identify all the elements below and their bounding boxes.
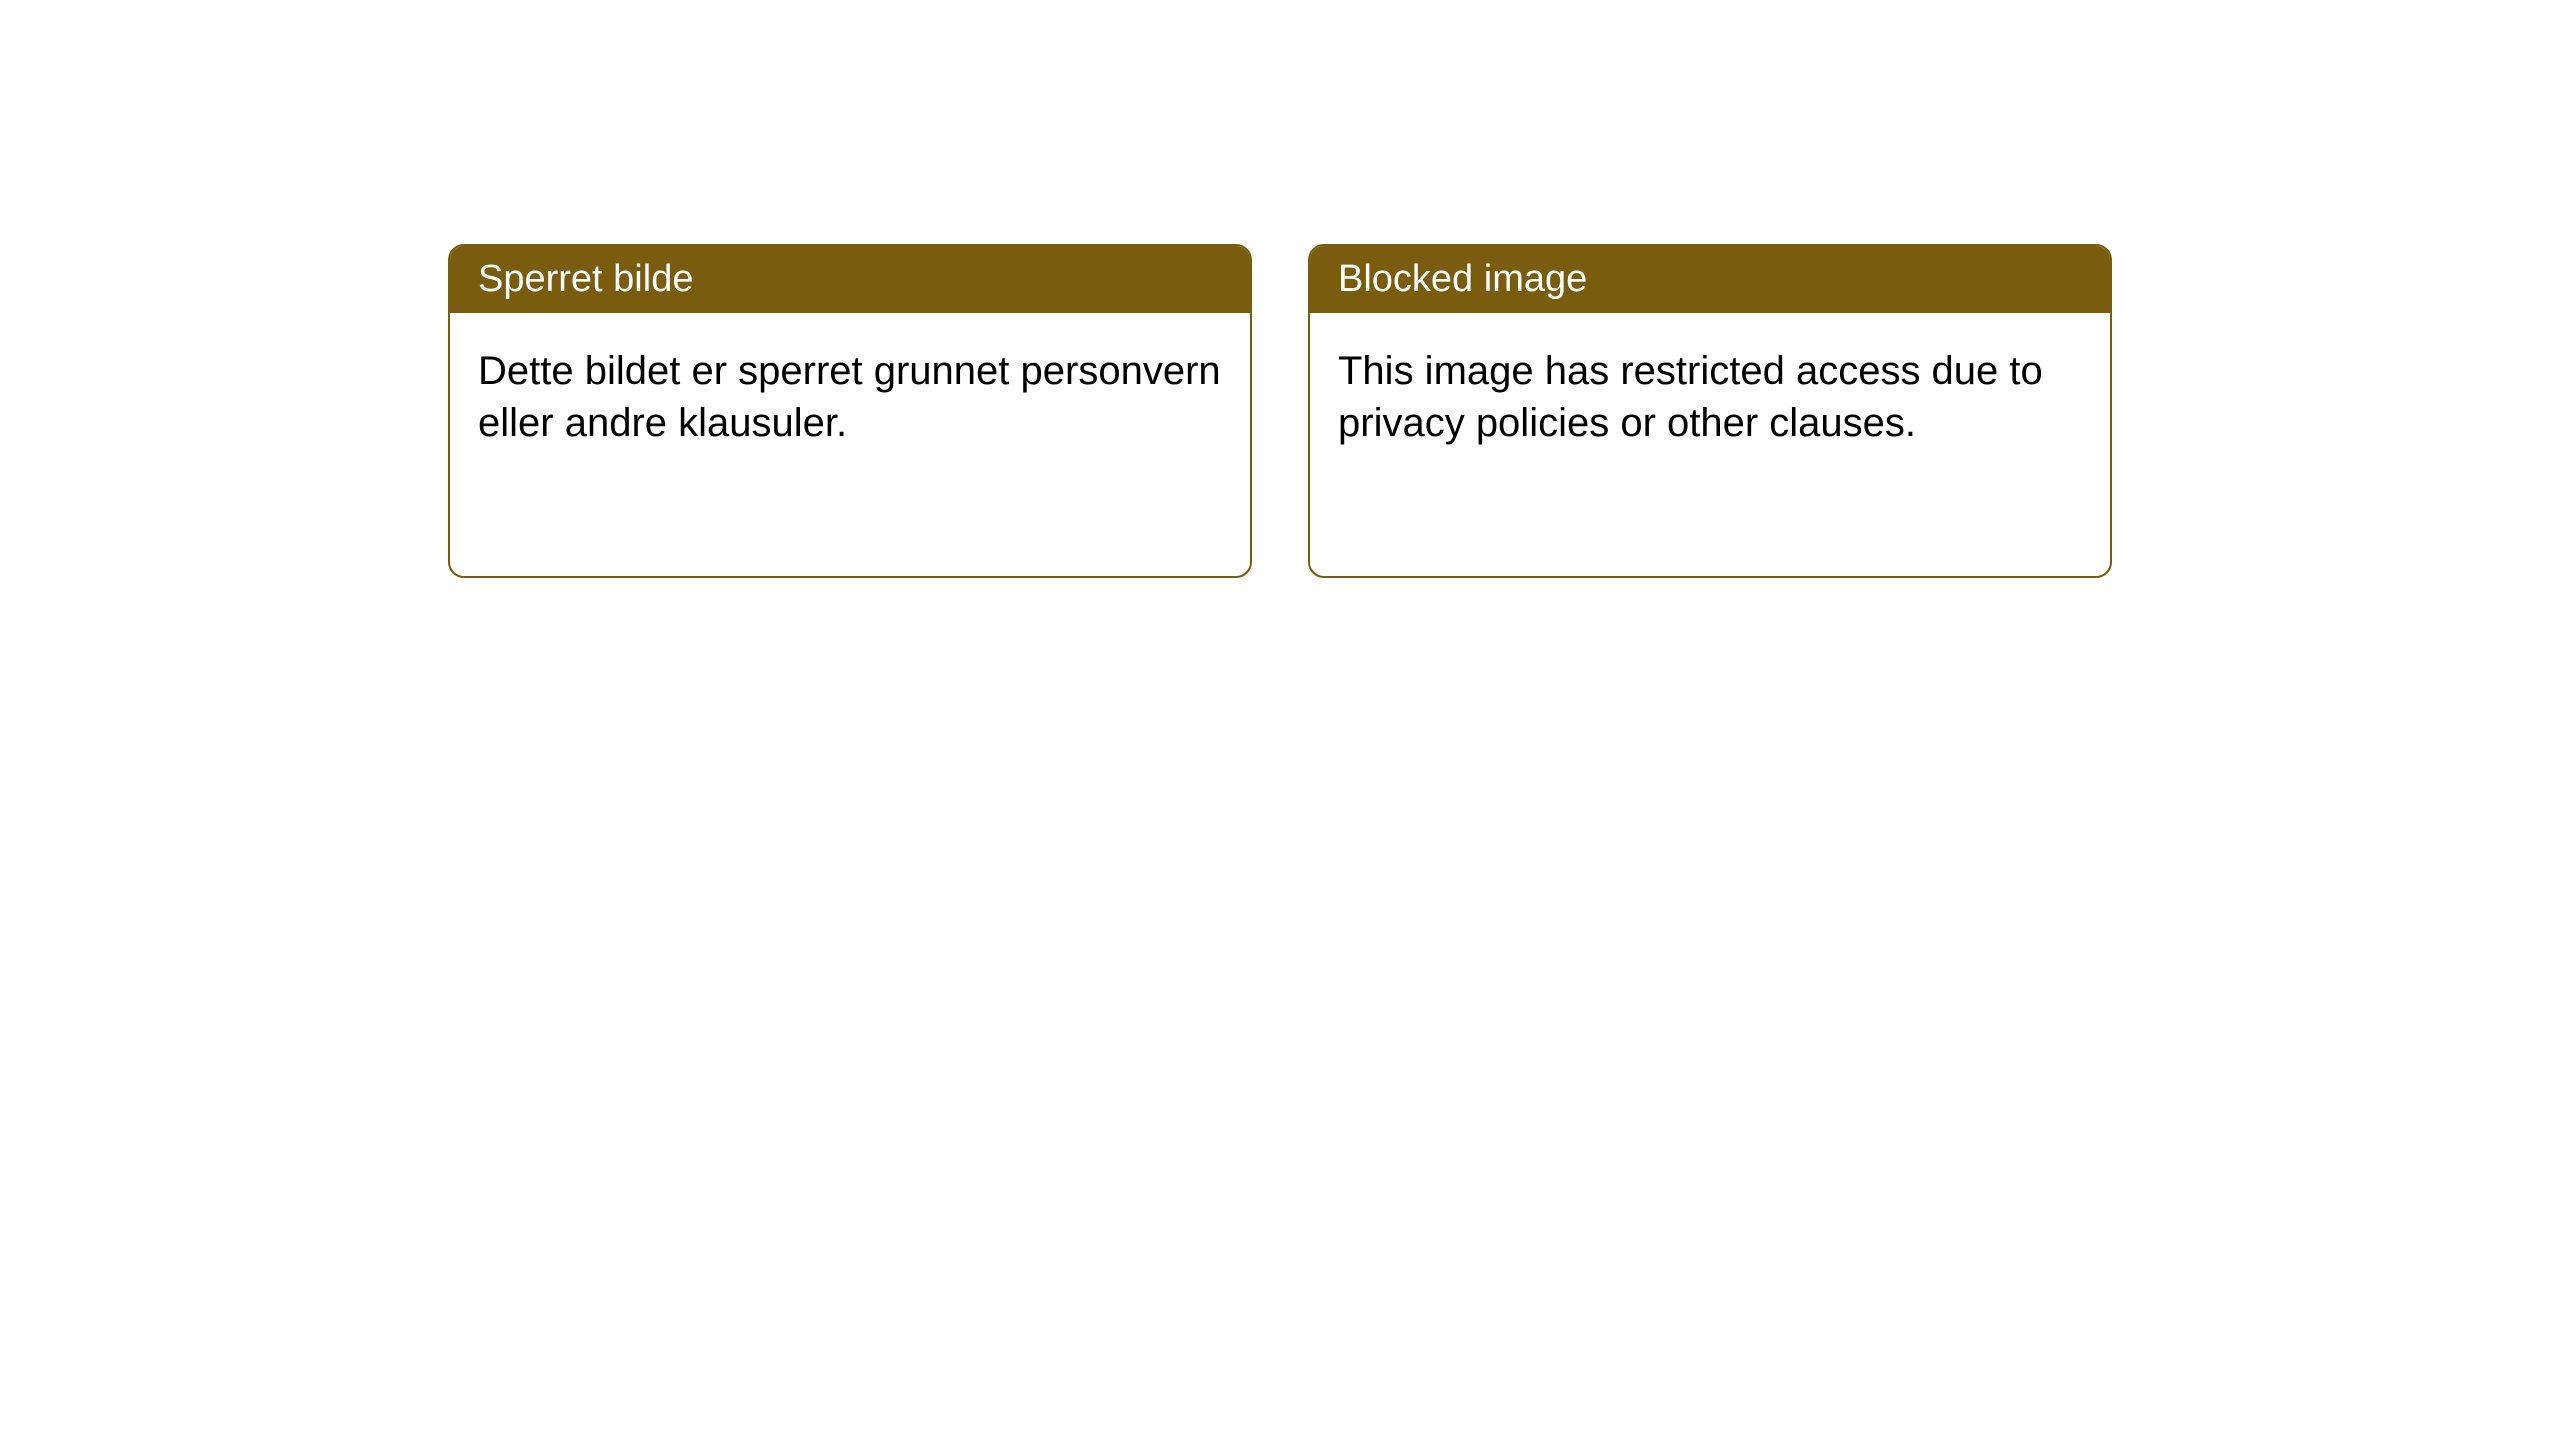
card-body: Dette bildet er sperret grunnet personve… <box>450 313 1250 481</box>
notice-card-english: Blocked image This image has restricted … <box>1308 244 2112 578</box>
card-title: Sperret bilde <box>478 258 693 300</box>
notice-card-norwegian: Sperret bilde Dette bildet er sperret gr… <box>448 244 1252 578</box>
card-body: This image has restricted access due to … <box>1310 313 2110 481</box>
card-body-text: Dette bildet er sperret grunnet personve… <box>478 349 1221 445</box>
card-header: Sperret bilde <box>450 246 1250 313</box>
card-title: Blocked image <box>1338 258 1587 300</box>
card-header: Blocked image <box>1310 246 2110 313</box>
notice-cards-container: Sperret bilde Dette bildet er sperret gr… <box>448 244 2112 578</box>
card-body-text: This image has restricted access due to … <box>1338 349 2043 445</box>
